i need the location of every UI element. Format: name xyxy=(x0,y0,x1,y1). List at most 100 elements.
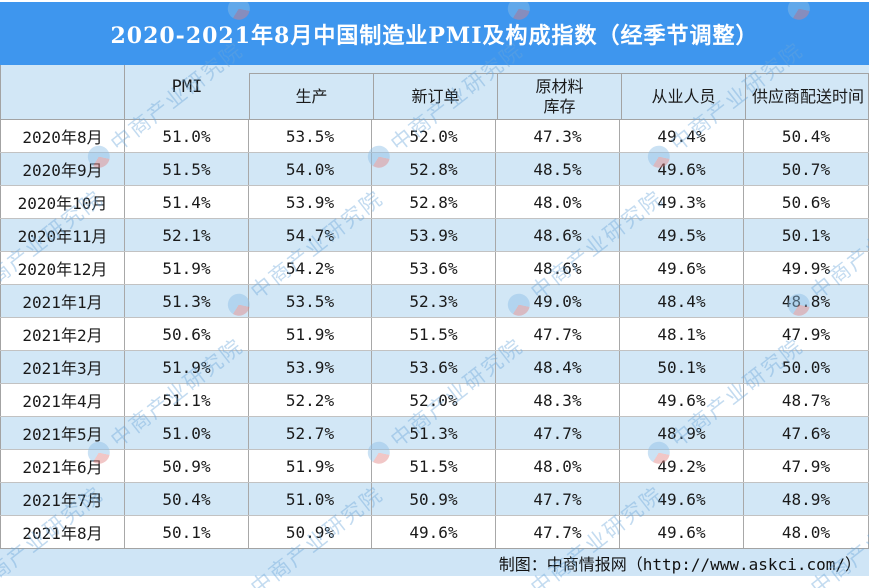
value-cell: 50.1% xyxy=(744,219,869,251)
value-cell: 50.0% xyxy=(744,351,869,383)
row-month-cell: 2020年11月 xyxy=(0,219,125,251)
column-header-production: 生产 xyxy=(250,74,373,119)
value-cell: 51.3% xyxy=(125,285,249,317)
value-cell: 51.1% xyxy=(125,384,249,416)
table-row: 2020年12月 51.9% 54.2% 53.6% 48.6% 49.6% 49.9% xyxy=(0,252,869,285)
value-cell: 47.9% xyxy=(744,318,869,350)
value-cell: 53.5% xyxy=(249,285,372,317)
value-cell: 51.5% xyxy=(372,450,496,482)
value-cell: 49.6% xyxy=(620,483,744,515)
value-cell: 48.9% xyxy=(744,483,869,515)
value-cell: 47.3% xyxy=(496,120,620,152)
value-cell: 48.0% xyxy=(496,186,620,218)
table-body: 2020年8月 51.0% 53.5% 52.0% 47.3% 49.4% 50.4% 202… xyxy=(0,120,869,549)
table-row: 2021年2月 50.6% 51.9% 51.5% 47.7% 48.1% 47.9% xyxy=(0,318,869,351)
row-month-cell: 2021年5月 xyxy=(0,417,125,449)
value-cell: 53.5% xyxy=(249,120,372,152)
row-month-cell: 2021年6月 xyxy=(0,450,125,482)
table-row: 2020年11月 52.1% 54.7% 53.9% 48.6% 49.5% 50.1% xyxy=(0,219,869,252)
value-cell: 53.9% xyxy=(372,219,496,251)
value-cell: 51.9% xyxy=(125,351,249,383)
subindex-header-group: 生产 新订单 原材料库存 从业人员 供应商配送时间 xyxy=(249,73,869,119)
value-cell: 52.3% xyxy=(372,285,496,317)
value-cell: 53.9% xyxy=(249,351,372,383)
value-cell: 53.6% xyxy=(372,252,496,284)
value-cell: 54.0% xyxy=(249,153,372,185)
value-cell: 52.0% xyxy=(372,384,496,416)
value-cell: 51.9% xyxy=(249,318,372,350)
column-header-pmi-label: PMI xyxy=(171,77,203,97)
value-cell: 53.9% xyxy=(249,186,372,218)
table-row: 2021年5月 51.0% 52.7% 51.3% 47.7% 48.9% 47.6% xyxy=(0,417,869,450)
column-header-new-orders: 新订单 xyxy=(373,74,497,119)
row-month-cell: 2021年2月 xyxy=(0,318,125,350)
value-cell: 47.9% xyxy=(744,450,869,482)
value-cell: 51.0% xyxy=(125,417,249,449)
row-month-cell: 2020年10月 xyxy=(0,186,125,218)
value-cell: 48.6% xyxy=(496,219,620,251)
row-month-cell: 2021年4月 xyxy=(0,384,125,416)
column-header-supplier-delivery-label: 供应商配送时间 xyxy=(751,86,864,106)
value-cell: 49.4% xyxy=(620,120,744,152)
value-cell: 54.2% xyxy=(249,252,372,284)
value-cell: 51.3% xyxy=(372,417,496,449)
value-cell: 49.9% xyxy=(744,252,869,284)
row-month-cell: 2020年9月 xyxy=(0,153,125,185)
column-header-supplier-delivery-time: 供应商配送时间 xyxy=(745,74,869,119)
value-cell: 52.7% xyxy=(249,417,372,449)
value-cell: 50.1% xyxy=(125,516,249,548)
value-cell: 52.1% xyxy=(125,219,249,251)
value-cell: 48.0% xyxy=(496,450,620,482)
table-header-row: PMI 生产 新订单 原材料库存 从业人员 供应商配送时间 xyxy=(0,65,869,120)
value-cell: 49.0% xyxy=(496,285,620,317)
value-cell: 52.0% xyxy=(372,120,496,152)
value-cell: 48.4% xyxy=(496,351,620,383)
value-cell: 52.8% xyxy=(372,153,496,185)
value-cell: 49.6% xyxy=(620,153,744,185)
table-row: 2020年9月 51.5% 54.0% 52.8% 48.5% 49.6% 50.7% xyxy=(0,153,869,186)
pmi-table: PMI 生产 新订单 原材料库存 从业人员 供应商配送时间 2020年8月 51.… xyxy=(0,65,869,549)
value-cell: 47.6% xyxy=(744,417,869,449)
value-cell: 53.6% xyxy=(372,351,496,383)
footer-bar: 制图：中商情报网（http://www.askci.com/） xyxy=(0,549,869,576)
table-row: 2021年6月 50.9% 51.9% 51.5% 48.0% 49.2% 47.9% xyxy=(0,450,869,483)
column-header-raw-materials-label: 原材料库存 xyxy=(535,77,584,116)
title-band: 2020-2021年8月中国制造业PMI及构成指数（经季节调整） xyxy=(0,2,869,65)
value-cell: 48.4% xyxy=(620,285,744,317)
value-cell: 48.0% xyxy=(744,516,869,548)
value-cell: 51.5% xyxy=(125,153,249,185)
value-cell: 47.7% xyxy=(496,516,620,548)
value-cell: 50.7% xyxy=(744,153,869,185)
value-cell: 50.4% xyxy=(744,120,869,152)
value-cell: 54.7% xyxy=(249,219,372,251)
value-cell: 48.1% xyxy=(620,318,744,350)
column-header-employment: 从业人员 xyxy=(621,74,745,119)
value-cell: 51.9% xyxy=(249,450,372,482)
value-cell: 47.7% xyxy=(496,417,620,449)
value-cell: 50.9% xyxy=(125,450,249,482)
value-cell: 48.7% xyxy=(744,384,869,416)
credit-text: 制图：中商情报网（http://www.askci.com/） xyxy=(498,554,861,574)
table-row: 2020年8月 51.0% 53.5% 52.0% 47.3% 49.4% 50.4% xyxy=(0,120,869,153)
row-month-cell: 2020年12月 xyxy=(0,252,125,284)
value-cell: 49.2% xyxy=(620,450,744,482)
value-cell: 51.9% xyxy=(125,252,249,284)
table-row: 2021年1月 51.3% 53.5% 52.3% 49.0% 48.4% 48.8% xyxy=(0,285,869,318)
value-cell: 48.5% xyxy=(496,153,620,185)
column-header-employment-label: 从业人员 xyxy=(651,86,716,106)
column-header-production-label: 生产 xyxy=(295,86,328,106)
column-header-raw-materials-inventory: 原材料库存 xyxy=(497,74,621,119)
column-header-new-orders-label: 新订单 xyxy=(411,86,460,106)
table-row: 2020年10月 51.4% 53.9% 52.8% 48.0% 49.3% 50.6% xyxy=(0,186,869,219)
value-cell: 50.6% xyxy=(744,186,869,218)
value-cell: 48.6% xyxy=(496,252,620,284)
value-cell: 49.5% xyxy=(620,219,744,251)
value-cell: 47.7% xyxy=(496,318,620,350)
value-cell: 52.2% xyxy=(249,384,372,416)
table-row: 2021年4月 51.1% 52.2% 52.0% 48.3% 49.6% 48.7% xyxy=(0,384,869,417)
row-month-cell: 2021年3月 xyxy=(0,351,125,383)
value-cell: 49.6% xyxy=(620,516,744,548)
page-title: 2020-2021年8月中国制造业PMI及构成指数（经季节调整） xyxy=(110,22,759,49)
row-month-cell: 2021年7月 xyxy=(0,483,125,515)
